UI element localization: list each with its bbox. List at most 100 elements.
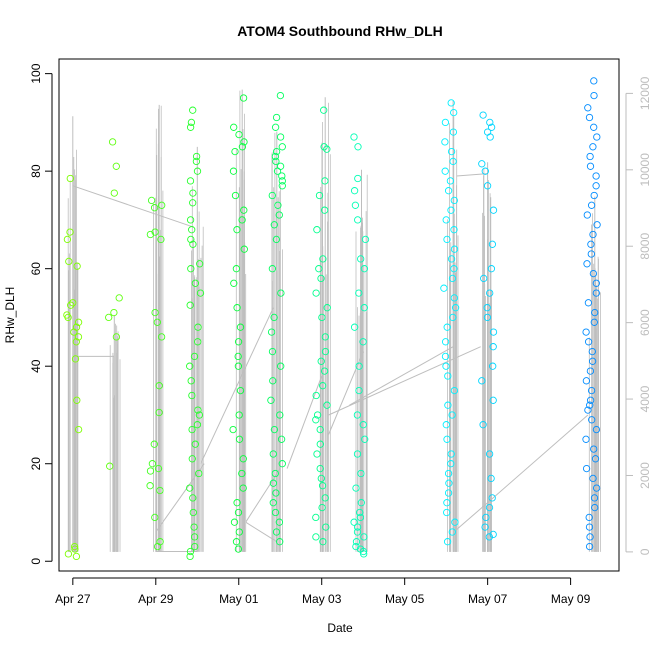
data-point <box>269 450 277 458</box>
data-point <box>442 421 450 429</box>
data-point <box>450 386 459 395</box>
connecting-line <box>286 375 323 469</box>
connecting-line <box>456 502 488 530</box>
data-point <box>450 245 459 253</box>
data-point <box>481 523 489 531</box>
data-point <box>353 523 362 531</box>
data-point <box>63 235 72 244</box>
data-point <box>441 352 450 361</box>
data-point <box>448 528 456 536</box>
data-point <box>234 338 243 346</box>
data-point <box>586 396 595 404</box>
data-point <box>489 530 497 539</box>
data-point <box>191 542 199 551</box>
data-point <box>238 143 247 151</box>
data-point <box>70 328 78 336</box>
x-tick-label: May 01 <box>219 592 259 606</box>
data-point <box>487 123 496 131</box>
connecting-line <box>349 346 454 406</box>
data-point <box>440 284 448 292</box>
data-point <box>108 138 117 146</box>
data-point <box>584 299 593 307</box>
y-tick-label: 80 <box>29 164 43 178</box>
data-point <box>236 323 245 331</box>
data-point <box>189 106 197 114</box>
data-point <box>146 230 155 239</box>
data-point <box>489 328 498 336</box>
data-point <box>320 367 329 375</box>
data-point <box>590 445 598 453</box>
connecting-line <box>456 173 488 177</box>
data-point <box>151 228 159 236</box>
data-point <box>157 235 165 244</box>
data-point <box>589 230 597 239</box>
data-point <box>274 201 282 209</box>
data-point <box>234 352 242 361</box>
data-point <box>186 216 195 224</box>
data-point <box>189 494 197 502</box>
data-point <box>357 499 365 507</box>
data-point <box>74 425 83 434</box>
data-point <box>235 435 244 443</box>
data-point <box>590 191 598 200</box>
data-point <box>196 260 204 268</box>
data-point <box>271 123 280 131</box>
data-point <box>187 377 195 385</box>
data-point <box>190 352 199 361</box>
data-point <box>154 464 163 473</box>
data-point <box>591 308 599 317</box>
data-point <box>320 106 328 114</box>
data-point <box>196 289 205 297</box>
x-tick-label: May 07 <box>468 592 508 606</box>
data-point <box>588 416 596 424</box>
data-point <box>194 323 202 331</box>
x-tick-label: May 03 <box>302 592 342 606</box>
data-point <box>321 347 330 356</box>
data-point <box>189 240 197 248</box>
data-point <box>148 460 157 468</box>
y2-tick-label: 0 <box>638 548 650 555</box>
data-point <box>191 440 199 448</box>
data-point <box>269 499 277 507</box>
data-point <box>110 189 118 197</box>
data-point <box>106 462 114 470</box>
data-point <box>583 211 591 219</box>
data-point <box>112 333 121 341</box>
data-point <box>480 274 488 283</box>
data-point <box>589 143 597 151</box>
data-point <box>444 489 453 497</box>
data-point <box>153 542 162 551</box>
y2-tick-label: 12000 <box>638 76 650 110</box>
data-point <box>277 435 286 443</box>
data-point <box>319 382 327 390</box>
data-point <box>360 533 368 541</box>
data-point <box>230 279 238 287</box>
data-point <box>585 513 593 522</box>
data-point <box>236 386 245 395</box>
data-point <box>71 545 79 553</box>
y2-tick-label: 6000 <box>638 309 650 336</box>
data-point <box>187 265 195 273</box>
data-point <box>479 421 487 429</box>
data-point <box>322 523 330 531</box>
data-point <box>64 550 73 558</box>
data-point <box>442 216 450 224</box>
data-point <box>488 240 497 248</box>
data-point <box>350 187 359 195</box>
y2-tick-label: 4000 <box>638 385 650 412</box>
data-point <box>72 552 81 561</box>
data-point <box>486 118 494 127</box>
data-point <box>105 313 113 322</box>
data-point <box>317 274 325 283</box>
data-point <box>354 143 362 151</box>
data-point <box>590 77 598 85</box>
data-point <box>319 255 327 263</box>
data-point <box>485 503 494 512</box>
data-point <box>443 508 451 517</box>
data-point <box>74 318 83 326</box>
data-point <box>186 484 194 492</box>
data-point <box>313 226 321 234</box>
data-point <box>229 167 238 175</box>
data-point <box>486 289 494 297</box>
data-point <box>590 91 598 100</box>
